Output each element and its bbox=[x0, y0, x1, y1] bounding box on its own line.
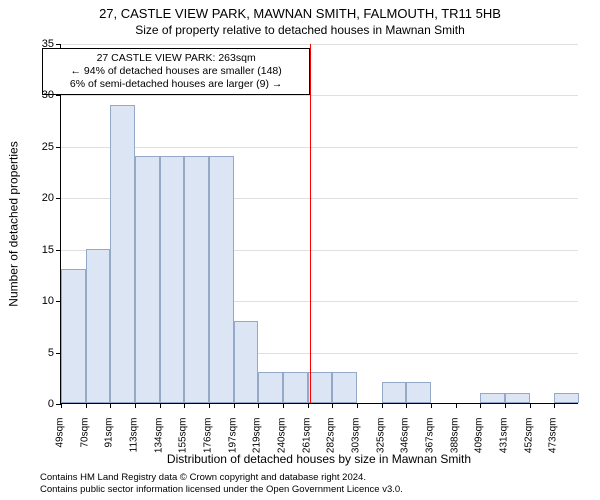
x-tick-mark bbox=[61, 403, 62, 408]
x-tick-label: 452sqm bbox=[523, 418, 534, 466]
x-tick-label: 367sqm bbox=[425, 418, 436, 466]
y-tick-label: 20 bbox=[14, 192, 54, 204]
histogram-bar bbox=[382, 382, 407, 403]
x-tick-label: 240sqm bbox=[277, 418, 288, 466]
y-tick-mark bbox=[56, 147, 61, 148]
histogram-bar bbox=[160, 156, 185, 403]
x-tick-mark bbox=[505, 403, 506, 408]
x-tick-mark bbox=[357, 403, 358, 408]
x-tick-mark bbox=[480, 403, 481, 408]
x-tick-mark bbox=[160, 403, 161, 408]
x-tick-mark bbox=[86, 403, 87, 408]
x-tick-mark bbox=[234, 403, 235, 408]
x-tick-label: 409sqm bbox=[474, 418, 485, 466]
x-tick-label: 91sqm bbox=[104, 418, 115, 466]
x-tick-mark bbox=[332, 403, 333, 408]
x-tick-label: 219sqm bbox=[252, 418, 263, 466]
y-tick-mark bbox=[56, 44, 61, 45]
x-tick-mark bbox=[308, 403, 309, 408]
x-tick-mark bbox=[431, 403, 432, 408]
histogram-bar bbox=[234, 321, 259, 403]
x-tick-label: 431sqm bbox=[499, 418, 510, 466]
footer-attribution: Contains HM Land Registry data © Crown c… bbox=[40, 472, 580, 496]
gridline bbox=[61, 95, 578, 96]
y-tick-mark bbox=[56, 198, 61, 199]
histogram-bar bbox=[505, 393, 530, 403]
histogram-bar bbox=[308, 372, 333, 403]
x-tick-label: 155sqm bbox=[178, 418, 189, 466]
histogram-bar bbox=[209, 156, 234, 403]
histogram-bar bbox=[283, 372, 308, 403]
x-tick-label: 282sqm bbox=[326, 418, 337, 466]
histogram-bar bbox=[184, 156, 209, 403]
histogram-bar bbox=[480, 393, 505, 403]
gridline bbox=[61, 44, 578, 45]
x-tick-label: 113sqm bbox=[129, 418, 140, 466]
x-tick-mark bbox=[184, 403, 185, 408]
x-tick-label: 325sqm bbox=[375, 418, 386, 466]
x-tick-label: 346sqm bbox=[400, 418, 411, 466]
y-tick-label: 30 bbox=[14, 89, 54, 101]
annotation-line-2: ← 94% of detached houses are smaller (14… bbox=[49, 65, 303, 78]
footer-line-2: Contains public sector information licen… bbox=[40, 484, 580, 496]
x-tick-label: 303sqm bbox=[351, 418, 362, 466]
x-tick-label: 49sqm bbox=[55, 418, 66, 466]
x-tick-label: 473sqm bbox=[548, 418, 559, 466]
x-tick-mark bbox=[258, 403, 259, 408]
histogram-bar bbox=[61, 269, 86, 403]
x-tick-label: 134sqm bbox=[153, 418, 164, 466]
y-tick-label: 0 bbox=[14, 398, 54, 410]
x-tick-mark bbox=[382, 403, 383, 408]
gridline bbox=[61, 147, 578, 148]
annotation-box: 27 CASTLE VIEW PARK: 263sqm ← 94% of det… bbox=[42, 48, 310, 95]
x-tick-label: 197sqm bbox=[227, 418, 238, 466]
x-tick-mark bbox=[283, 403, 284, 408]
x-tick-mark bbox=[209, 403, 210, 408]
y-tick-label: 25 bbox=[14, 141, 54, 153]
annotation-line-1: 27 CASTLE VIEW PARK: 263sqm bbox=[49, 52, 303, 65]
plot-area: 27 CASTLE VIEW PARK: 263sqm ← 94% of det… bbox=[60, 44, 578, 404]
figure: 27, CASTLE VIEW PARK, MAWNAN SMITH, FALM… bbox=[0, 0, 600, 500]
histogram-bar bbox=[554, 393, 579, 403]
x-tick-label: 261sqm bbox=[301, 418, 312, 466]
x-tick-mark bbox=[554, 403, 555, 408]
footer-line-1: Contains HM Land Registry data © Crown c… bbox=[40, 472, 580, 484]
x-tick-mark bbox=[456, 403, 457, 408]
y-tick-label: 5 bbox=[14, 347, 54, 359]
x-tick-label: 388sqm bbox=[449, 418, 460, 466]
reference-line bbox=[310, 44, 311, 403]
x-tick-mark bbox=[110, 403, 111, 408]
annotation-line-3: 6% of semi-detached houses are larger (9… bbox=[49, 78, 303, 91]
y-tick-label: 10 bbox=[14, 295, 54, 307]
histogram-bar bbox=[135, 156, 160, 403]
x-tick-mark bbox=[530, 403, 531, 408]
histogram-bar bbox=[332, 372, 357, 403]
x-tick-mark bbox=[135, 403, 136, 408]
chart-title: 27, CASTLE VIEW PARK, MAWNAN SMITH, FALM… bbox=[0, 6, 600, 21]
y-tick-label: 15 bbox=[14, 244, 54, 256]
histogram-bar bbox=[406, 382, 431, 403]
histogram-bar bbox=[110, 105, 135, 403]
x-tick-mark bbox=[406, 403, 407, 408]
x-tick-label: 70sqm bbox=[79, 418, 90, 466]
x-tick-label: 176sqm bbox=[203, 418, 214, 466]
histogram-bar bbox=[86, 249, 111, 403]
y-tick-label: 35 bbox=[14, 38, 54, 50]
chart-subtitle: Size of property relative to detached ho… bbox=[0, 23, 600, 37]
y-tick-mark bbox=[56, 95, 61, 96]
histogram-bar bbox=[258, 372, 283, 403]
y-tick-mark bbox=[56, 250, 61, 251]
